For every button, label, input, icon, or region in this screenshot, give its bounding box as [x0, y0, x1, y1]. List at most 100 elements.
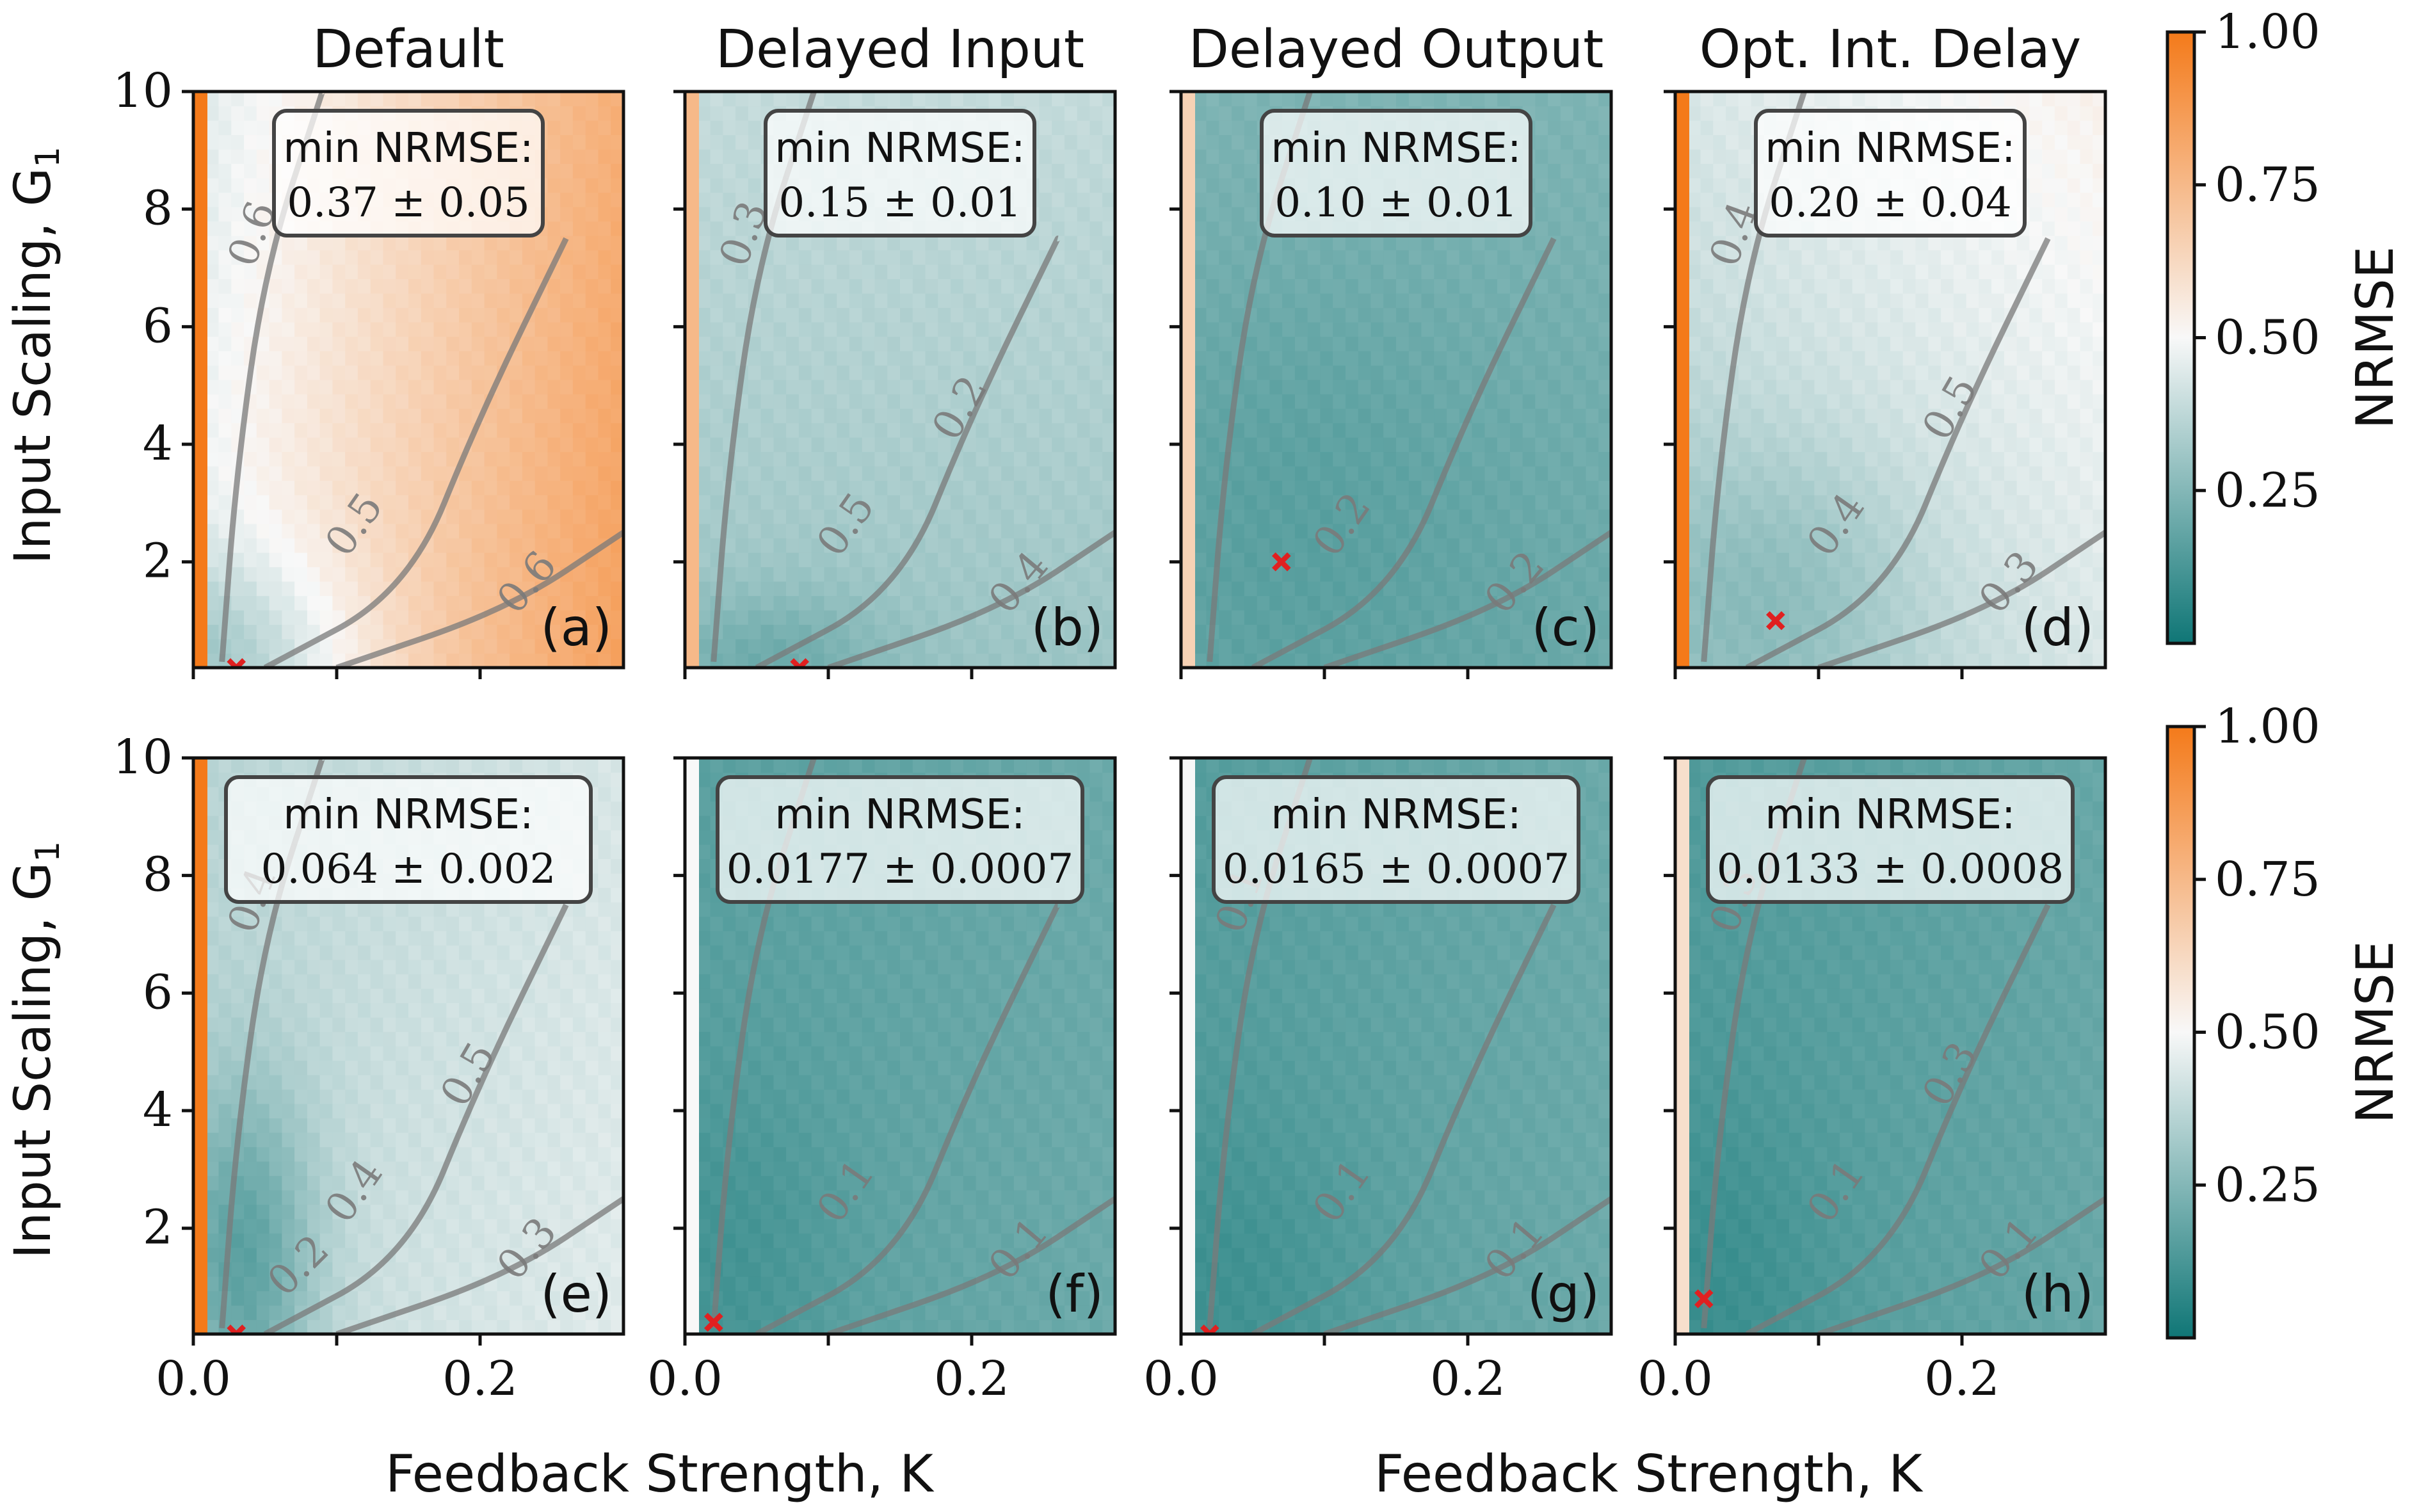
heatmap-cell — [1102, 221, 1115, 236]
heatmap-cell — [370, 524, 384, 539]
heatmap-cell — [1890, 509, 1904, 524]
heatmap-cell — [421, 437, 435, 453]
heatmap-cell — [560, 380, 574, 395]
heatmap-cell — [585, 322, 599, 337]
heatmap-cell — [459, 524, 472, 539]
heatmap-cell — [824, 293, 837, 309]
heatmap-cell — [951, 408, 964, 424]
heatmap-cell — [282, 351, 295, 366]
heatmap-cell — [598, 437, 611, 453]
heatmap-cell — [1307, 480, 1321, 495]
heatmap-cell — [307, 336, 321, 351]
heatmap-cell — [522, 495, 536, 510]
heatmap-cell — [1687, 480, 1701, 495]
heatmap-cell — [748, 221, 762, 236]
heatmap-cell — [421, 451, 435, 467]
heatmap-cell — [1219, 595, 1232, 611]
heatmap-cell — [1206, 322, 1219, 337]
heatmap-cell — [1902, 509, 1917, 524]
heatmap-cell — [1193, 624, 1207, 639]
heatmap-cell — [951, 509, 964, 524]
heatmap-cell — [1535, 163, 1548, 179]
heatmap-cell — [269, 92, 282, 107]
heatmap-cell — [1077, 394, 1091, 409]
heatmap-cell — [1801, 380, 1815, 395]
heatmap-cell — [1089, 595, 1103, 611]
heatmap-cell — [786, 422, 800, 438]
heatmap-cell — [560, 134, 574, 150]
heatmap-cell — [925, 322, 938, 337]
heatmap-cell — [396, 422, 409, 438]
heatmap-cell — [1776, 466, 1790, 481]
heatmap-cell — [1396, 480, 1410, 495]
heatmap-cell — [1282, 538, 1296, 553]
heatmap-cell — [1535, 278, 1548, 294]
heatmap-cell — [1788, 581, 1803, 597]
heatmap-cell — [1077, 149, 1091, 165]
heatmap-cell — [798, 466, 812, 481]
heatmap-cell — [887, 278, 901, 294]
heatmap-cell — [1269, 408, 1283, 424]
heatmap-cell — [1598, 264, 1611, 280]
heatmap-cell — [1726, 307, 1739, 323]
heatmap-cell — [1447, 595, 1460, 611]
heatmap-cell — [560, 653, 574, 668]
heatmap-cell — [244, 624, 257, 639]
heatmap-cell — [723, 581, 736, 597]
heatmap-cell — [560, 581, 574, 597]
heatmap-cell — [218, 336, 232, 351]
heatmap-cell — [282, 639, 295, 654]
heatmap-cell — [1244, 380, 1258, 395]
heatmap-cell — [1484, 408, 1498, 424]
heatmap-cell — [1459, 581, 1473, 597]
heatmap-cell — [1801, 538, 1815, 553]
heatmap-cell — [887, 610, 901, 625]
heatmap-cell — [1320, 552, 1333, 568]
heatmap-cell — [1102, 322, 1115, 337]
heatmap-cell — [988, 336, 1002, 351]
heatmap-cell — [307, 236, 321, 251]
heatmap-cell — [269, 293, 282, 309]
heatmap-cell — [611, 351, 623, 366]
heatmap-cell — [1358, 538, 1372, 553]
heatmap-cell — [760, 422, 774, 438]
heatmap-cell — [611, 92, 623, 107]
heatmap-cell — [383, 437, 396, 453]
heatmap-cell — [1586, 653, 1599, 668]
heatmap-cell — [1345, 451, 1359, 467]
min-nrmse-box: min NRMSE:0.15 ± 0.01 — [764, 109, 1036, 237]
heatmap-cell — [1269, 365, 1283, 380]
heatmap-cell — [459, 250, 472, 265]
heatmap-cell — [1522, 380, 1536, 395]
heatmap-cell — [1877, 408, 1891, 424]
heatmap-cell — [723, 408, 736, 424]
heatmap-cell — [611, 207, 623, 222]
heatmap-cell — [786, 336, 800, 351]
heatmap-cell — [1320, 567, 1333, 582]
heatmap-cell — [585, 336, 599, 351]
heatmap-cell — [1358, 293, 1372, 309]
heatmap-cell — [874, 422, 888, 438]
heatmap-cell — [1219, 106, 1232, 121]
heatmap-cell — [1751, 466, 1764, 481]
heatmap-cell — [1434, 365, 1447, 380]
heatmap-cell — [433, 480, 447, 495]
heatmap-cell — [760, 595, 774, 611]
heatmap-cell — [1598, 192, 1611, 207]
heatmap-cell — [1801, 480, 1815, 495]
heatmap-cell — [938, 509, 951, 524]
heatmap-cell — [1726, 466, 1739, 481]
heatmap-cell — [988, 250, 1002, 265]
heatmap-cell — [1598, 365, 1611, 380]
heatmap-cell — [446, 92, 460, 107]
heatmap-cell — [1013, 394, 1027, 409]
heatmap-cell — [1193, 365, 1207, 380]
heatmap-cell — [1497, 437, 1511, 453]
heatmap-cell — [1839, 581, 1853, 597]
heatmap-cell — [1548, 639, 1561, 654]
heatmap-cell — [900, 567, 913, 582]
heatmap-cell — [1102, 495, 1115, 510]
heatmap-cell — [1535, 639, 1548, 654]
heatmap-cell — [1865, 595, 1878, 611]
heatmap-cell — [1232, 538, 1245, 553]
